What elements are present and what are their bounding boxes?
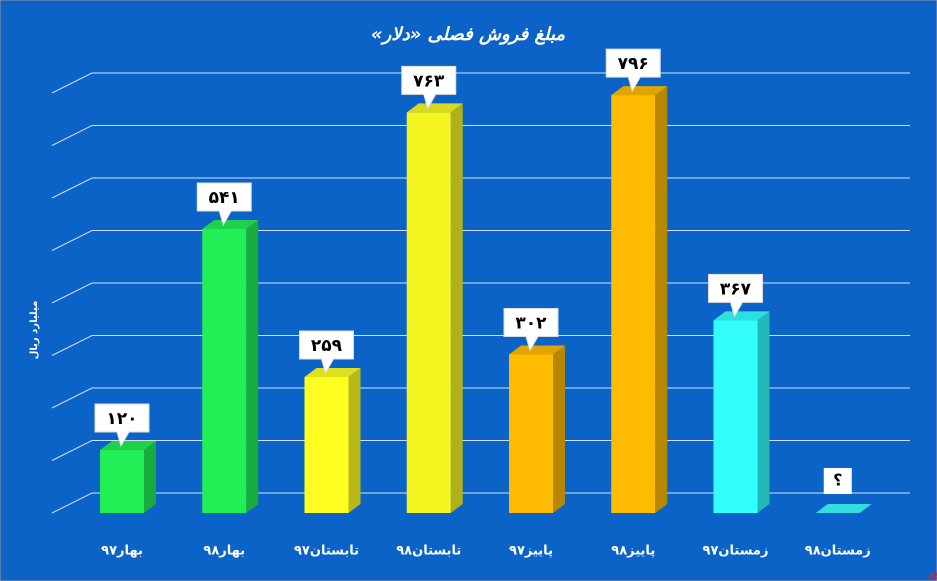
bar-side xyxy=(246,219,259,513)
bar xyxy=(713,320,758,513)
x-tick-label: بهار۹۷ xyxy=(101,544,143,559)
value-label-box xyxy=(94,403,150,448)
bar-side xyxy=(348,368,361,513)
x-tick-label: زمستان۹۷ xyxy=(703,544,769,559)
value-label: ۲۵۹ xyxy=(311,336,343,356)
x-tick-label: بهار۹۸ xyxy=(203,544,245,559)
value-label-box xyxy=(708,273,763,318)
bar-top xyxy=(611,86,668,96)
bar xyxy=(406,112,451,514)
empty-bar xyxy=(815,504,872,513)
value-label: ۵۴۱ xyxy=(209,188,240,208)
value-label: ۳۶۷ xyxy=(720,279,752,299)
bar xyxy=(100,450,144,513)
y-axis-label: میلیارد ریال xyxy=(29,301,40,360)
x-tick-label: تابستان۹۸ xyxy=(396,544,461,559)
bar-side xyxy=(757,311,770,513)
bar-top xyxy=(406,103,463,113)
value-label-box xyxy=(605,48,661,93)
value-label: ۳۰۲ xyxy=(515,313,547,333)
bar xyxy=(202,228,247,513)
value-label-box xyxy=(823,468,852,494)
chart-title: مبلغ فروش فصلی «دلار» xyxy=(371,24,566,45)
bar xyxy=(611,95,656,513)
value-label-box xyxy=(196,182,252,227)
bar-top xyxy=(713,311,770,321)
value-label-box xyxy=(503,307,559,352)
value-label-box xyxy=(299,330,354,375)
x-tick-label: زمستان۹۸ xyxy=(805,544,871,559)
bar-side xyxy=(553,345,565,513)
watermark: بورس نیوز xyxy=(927,566,937,579)
bar-top xyxy=(304,368,361,378)
bar xyxy=(509,354,553,513)
bar-top xyxy=(100,441,156,450)
bar-side xyxy=(655,86,668,513)
value-label-box xyxy=(401,65,457,110)
x-tick-label: پاییز۹۸ xyxy=(611,544,655,559)
bar-top xyxy=(509,345,565,355)
value-label: ۱۲۰ xyxy=(106,409,137,429)
bar-top xyxy=(202,219,259,229)
x-tick-label: تابستان۹۷ xyxy=(294,544,359,559)
value-label: ۷۶۳ xyxy=(413,71,445,91)
bar xyxy=(304,377,349,513)
x-tick-label: پاییز۹۷ xyxy=(509,544,553,559)
bar-side xyxy=(450,103,463,514)
value-label: ؟ xyxy=(833,471,842,490)
bar-side xyxy=(144,441,156,513)
value-label: ۷۹۶ xyxy=(618,54,649,74)
